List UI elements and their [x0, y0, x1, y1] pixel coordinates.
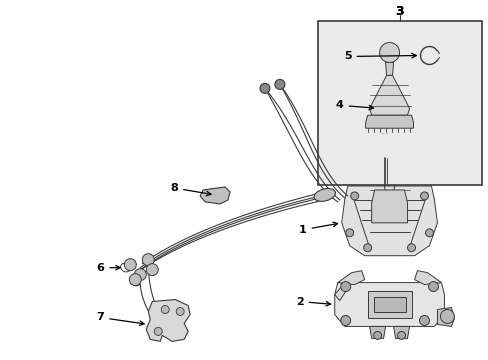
Circle shape — [124, 259, 136, 271]
Circle shape — [407, 244, 415, 252]
Polygon shape — [337, 271, 364, 285]
Circle shape — [419, 315, 428, 325]
Circle shape — [129, 274, 141, 285]
Circle shape — [397, 332, 405, 339]
Bar — [317, 21, 481, 185]
Circle shape — [161, 306, 169, 314]
Polygon shape — [334, 283, 444, 327]
Text: 1: 1 — [298, 222, 337, 235]
Circle shape — [274, 80, 285, 89]
Polygon shape — [437, 307, 453, 327]
Circle shape — [373, 332, 381, 339]
Circle shape — [363, 244, 371, 252]
Polygon shape — [369, 75, 408, 115]
Text: 2: 2 — [295, 297, 330, 306]
Text: 6: 6 — [96, 263, 120, 273]
Circle shape — [379, 42, 399, 62]
Circle shape — [345, 229, 353, 237]
Ellipse shape — [313, 189, 335, 201]
Circle shape — [134, 269, 146, 280]
Circle shape — [340, 315, 350, 325]
Circle shape — [176, 307, 184, 315]
Circle shape — [154, 328, 162, 336]
Circle shape — [142, 254, 154, 266]
Text: 8: 8 — [170, 183, 210, 196]
Polygon shape — [414, 271, 441, 285]
Polygon shape — [369, 327, 385, 338]
Text: 3: 3 — [394, 5, 403, 18]
Circle shape — [146, 264, 158, 276]
Circle shape — [420, 192, 427, 200]
Polygon shape — [365, 115, 413, 128]
Polygon shape — [371, 190, 407, 223]
Polygon shape — [341, 186, 437, 256]
Circle shape — [350, 192, 358, 200]
Text: - -: - - — [381, 131, 386, 136]
Polygon shape — [393, 327, 408, 338]
Polygon shape — [373, 297, 405, 312]
Polygon shape — [146, 300, 190, 341]
Text: 4: 4 — [335, 100, 373, 110]
Circle shape — [427, 282, 438, 292]
Polygon shape — [367, 291, 411, 319]
Text: 5: 5 — [343, 51, 415, 62]
Polygon shape — [200, 187, 229, 204]
Circle shape — [340, 282, 350, 292]
Circle shape — [440, 310, 453, 323]
Text: 7: 7 — [96, 312, 144, 325]
Text: 3: 3 — [394, 5, 403, 18]
Circle shape — [260, 84, 269, 93]
Polygon shape — [334, 285, 347, 301]
Polygon shape — [385, 62, 393, 75]
Circle shape — [425, 229, 432, 237]
